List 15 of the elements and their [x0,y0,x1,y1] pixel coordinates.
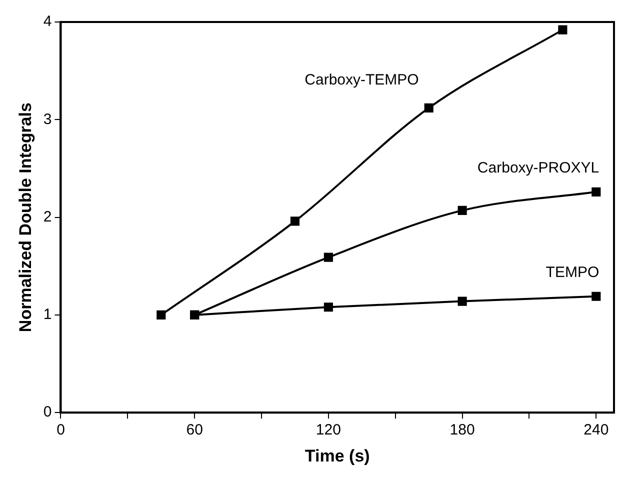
x-tick-label: 120 [316,422,341,439]
y-axis-title: Normalized Double Integrals [16,102,35,332]
x-axis-title: Time (s) [304,446,370,466]
x-tick-label: 180 [450,422,475,439]
x-tick-label: 240 [584,422,609,439]
series-label: Carboxy-TEMPO [304,72,419,89]
y-tick-label: 0 [43,404,52,421]
y-tick-label: 2 [43,208,52,226]
series-label: Carboxy-PROXYL [477,160,600,177]
x-tick-label: 60 [186,422,203,439]
x-tick-label: 0 [56,422,65,439]
y-tick-label: 1 [43,306,52,324]
y-tick-label: 3 [43,110,52,128]
y-tick-label: 4 [43,13,52,30]
series-label: TEMPO [546,264,600,282]
